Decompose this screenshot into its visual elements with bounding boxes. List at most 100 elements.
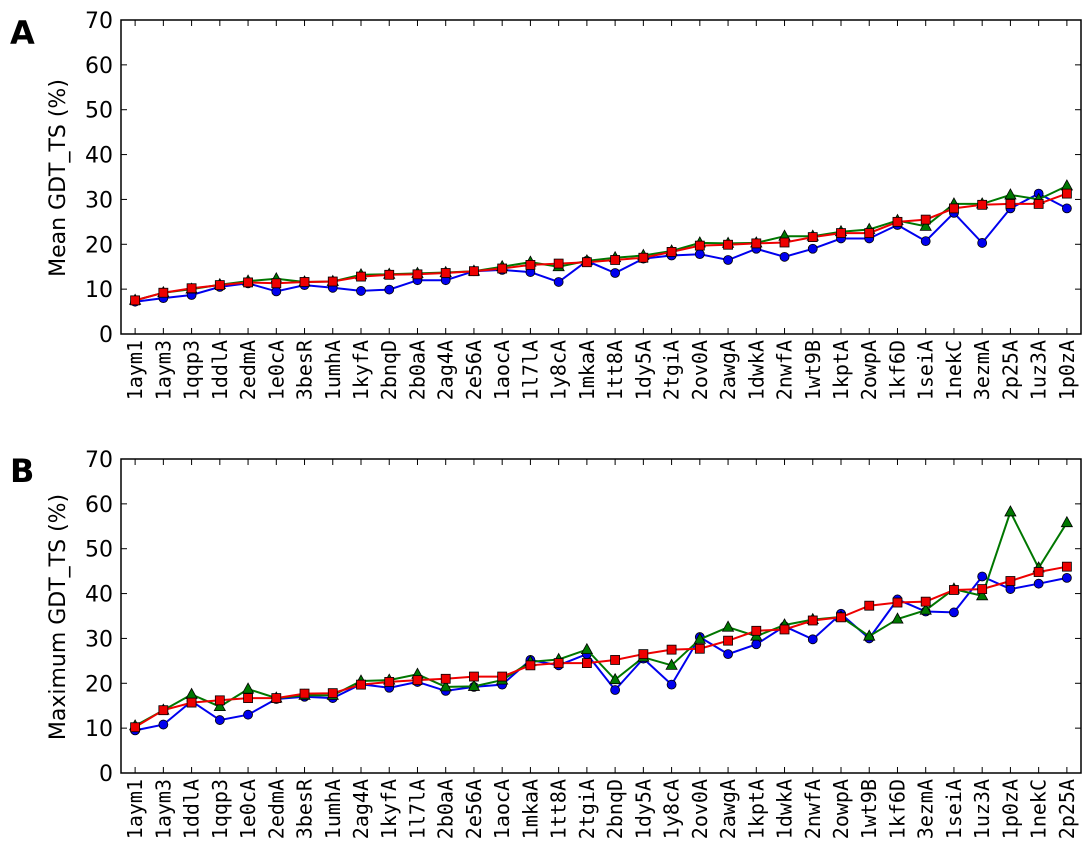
panel-a-series-3-point [1005, 199, 1016, 209]
panel-b-x-tick-label: 1wt9B [857, 779, 881, 839]
panel-a-series-3-point [920, 214, 931, 225]
panel-b-series-3-point [723, 635, 733, 646]
panel-a-x-tick-label: 1p0zA [1055, 340, 1079, 400]
panel-a-series-1-point [1061, 203, 1072, 214]
panel-a-series-1-point [384, 284, 395, 295]
panel-b-series-1-point [949, 607, 959, 618]
panel-b-series-3-point [779, 624, 790, 635]
panel-b-series-3-point [553, 658, 564, 668]
panel-a-series-3-point [271, 278, 282, 289]
panel-b-x-tick-label: 1p0zA [998, 779, 1022, 839]
panel-a-x-tick-label: 1dwkA [744, 340, 768, 400]
panel-b-series-1-point [610, 685, 621, 695]
panel-b-series-2-point [241, 682, 255, 694]
panel-b-series-1-point [723, 649, 733, 660]
panel-b-series-3-point [384, 677, 395, 687]
panel-b-series-3-point [751, 625, 762, 636]
panel-a-series-3-point [158, 287, 169, 298]
panel-a-x-tick-label: 3besR [293, 339, 317, 400]
panel-a-series-3-point [356, 271, 366, 282]
panel-a-series-3-point [497, 263, 508, 274]
panel-a-series-1-point [271, 286, 282, 297]
panel-b-series-2-point [919, 603, 932, 615]
panel-a-series-3-point [864, 228, 875, 238]
panel-b-series-3-point [525, 660, 536, 671]
panel-b-x-tick-label: 1aym1 [123, 779, 147, 839]
panel-b-series-3-point [864, 600, 875, 611]
panel-b-series-3-point [469, 671, 479, 682]
panel-b-series-2-point [580, 642, 594, 655]
panel-a-series-1-point [807, 243, 818, 254]
panel-a-series-3-point [610, 255, 621, 265]
panel-a-series-1-point [723, 255, 733, 265]
panel-a-series-3-point [751, 238, 762, 249]
panel-a-series-3-point [581, 257, 592, 268]
panel-a-x-tick-label: 1tt8A [603, 340, 627, 400]
panel-b-x-tick-label: 2tgiA [575, 779, 599, 839]
panel-b-x-tick-label: 1kf6D [885, 779, 909, 839]
panel-a-x-tick-label: 2b0aA [405, 340, 429, 400]
panel-a-x-tick-label: 2p25A [998, 340, 1022, 400]
panel-b-series-2-point [975, 588, 989, 601]
panel-a-series-3-point [440, 268, 451, 278]
panel-b-series-3-point [949, 585, 959, 595]
panel-b-series-1-point [751, 639, 762, 650]
panel-b-series-2-point [693, 632, 707, 644]
panel-b-series-3-point [186, 697, 197, 708]
panel-a-series-3-point [327, 276, 338, 287]
panel-a-y-tick-label: 40 [85, 144, 113, 169]
panel-b-x-tick-label: 1umhA [321, 779, 345, 839]
panel-a-series-3-point [666, 247, 677, 257]
panel-a-series-3-point [553, 258, 564, 269]
panel-a-series-1-point [920, 236, 931, 247]
panel-a-series-3-point [1061, 188, 1072, 199]
panel-b-series-3-point [581, 658, 592, 668]
panel-a-series-1-line [134, 192, 1068, 303]
panel-a-plot-frame [120, 19, 1082, 335]
panel-a-x-tick-label: 2bnqD [377, 340, 401, 400]
panel-b-series-3-point [666, 644, 677, 655]
panel-a-series-3-point [1033, 199, 1044, 209]
panel-a-series-3-point [243, 277, 253, 288]
panel-a-x-tick-label: 1kyfA [349, 340, 373, 400]
panel-b-x-tick-label: 1seiA [942, 779, 966, 839]
panel-a-y-tick-label: 0 [99, 323, 113, 348]
panel-b-x-tick-label: 2b0aA [434, 779, 458, 839]
panel-b-x-tick-label: 2bnqD [603, 779, 627, 839]
panel-b-x-tick-label: 1qqp3 [208, 779, 232, 839]
panel-b-x-tick-label: 1nekC [1027, 779, 1051, 839]
panel-b-letter: B [10, 452, 34, 490]
panel-a-x-tick-label: 2tgiA [660, 340, 684, 400]
panel-a-series-3-point [949, 203, 959, 214]
panel-b-series-2-point [1060, 515, 1074, 528]
panel-b-series-3-point [440, 673, 451, 684]
panel-a-series-3-line [134, 192, 1068, 302]
panel-a-y-tick-label: 20 [85, 233, 113, 258]
panel-a-x-tick-label: 1e0cA [264, 340, 288, 400]
panel-b-series-3-point [920, 596, 931, 607]
panel-a-series-3-point [779, 237, 790, 248]
panel-b-x-tick-label: 2awgA [716, 779, 740, 839]
panel-a-x-tick-label: 1dy5A [631, 340, 655, 400]
panel-a-series-3-point [130, 295, 141, 306]
panel-a-x-tick-label: 2owpA [857, 340, 881, 400]
panel-b-series-2-point [185, 687, 198, 699]
panel-a-y-tick-label: 60 [85, 54, 113, 79]
panel-a-series-3-point [892, 216, 903, 227]
panel-a-series-2-line [134, 185, 1068, 302]
panel-b-y-tick-label: 30 [85, 627, 113, 652]
panel-a-x-tick-label: 1l7lA [518, 340, 542, 400]
panel-a-x-tick-label: 1aym3 [151, 340, 175, 400]
panel-b: B Maximum GDT_TS (%) 0 10 20 30 40 50 60 70 1aym… [10, 448, 1082, 839]
panel-b-series-3-point [214, 695, 225, 706]
panel-b-plot-frame [120, 458, 1082, 774]
panel-a-letter: A [10, 14, 35, 52]
panel-a-series-3-point [836, 228, 846, 238]
panel-a-series-3-point [638, 252, 649, 263]
panel-b-series-3-point [694, 643, 705, 654]
panel-b-series-1-line [134, 575, 1068, 732]
panel-a-x-tick-label: 1aym1 [123, 340, 147, 400]
panel-a-y-tick-label: 30 [85, 188, 113, 213]
panel-a-series-1-point [694, 249, 705, 260]
panel-b-x-tick-label: 1dwkA [773, 779, 797, 839]
